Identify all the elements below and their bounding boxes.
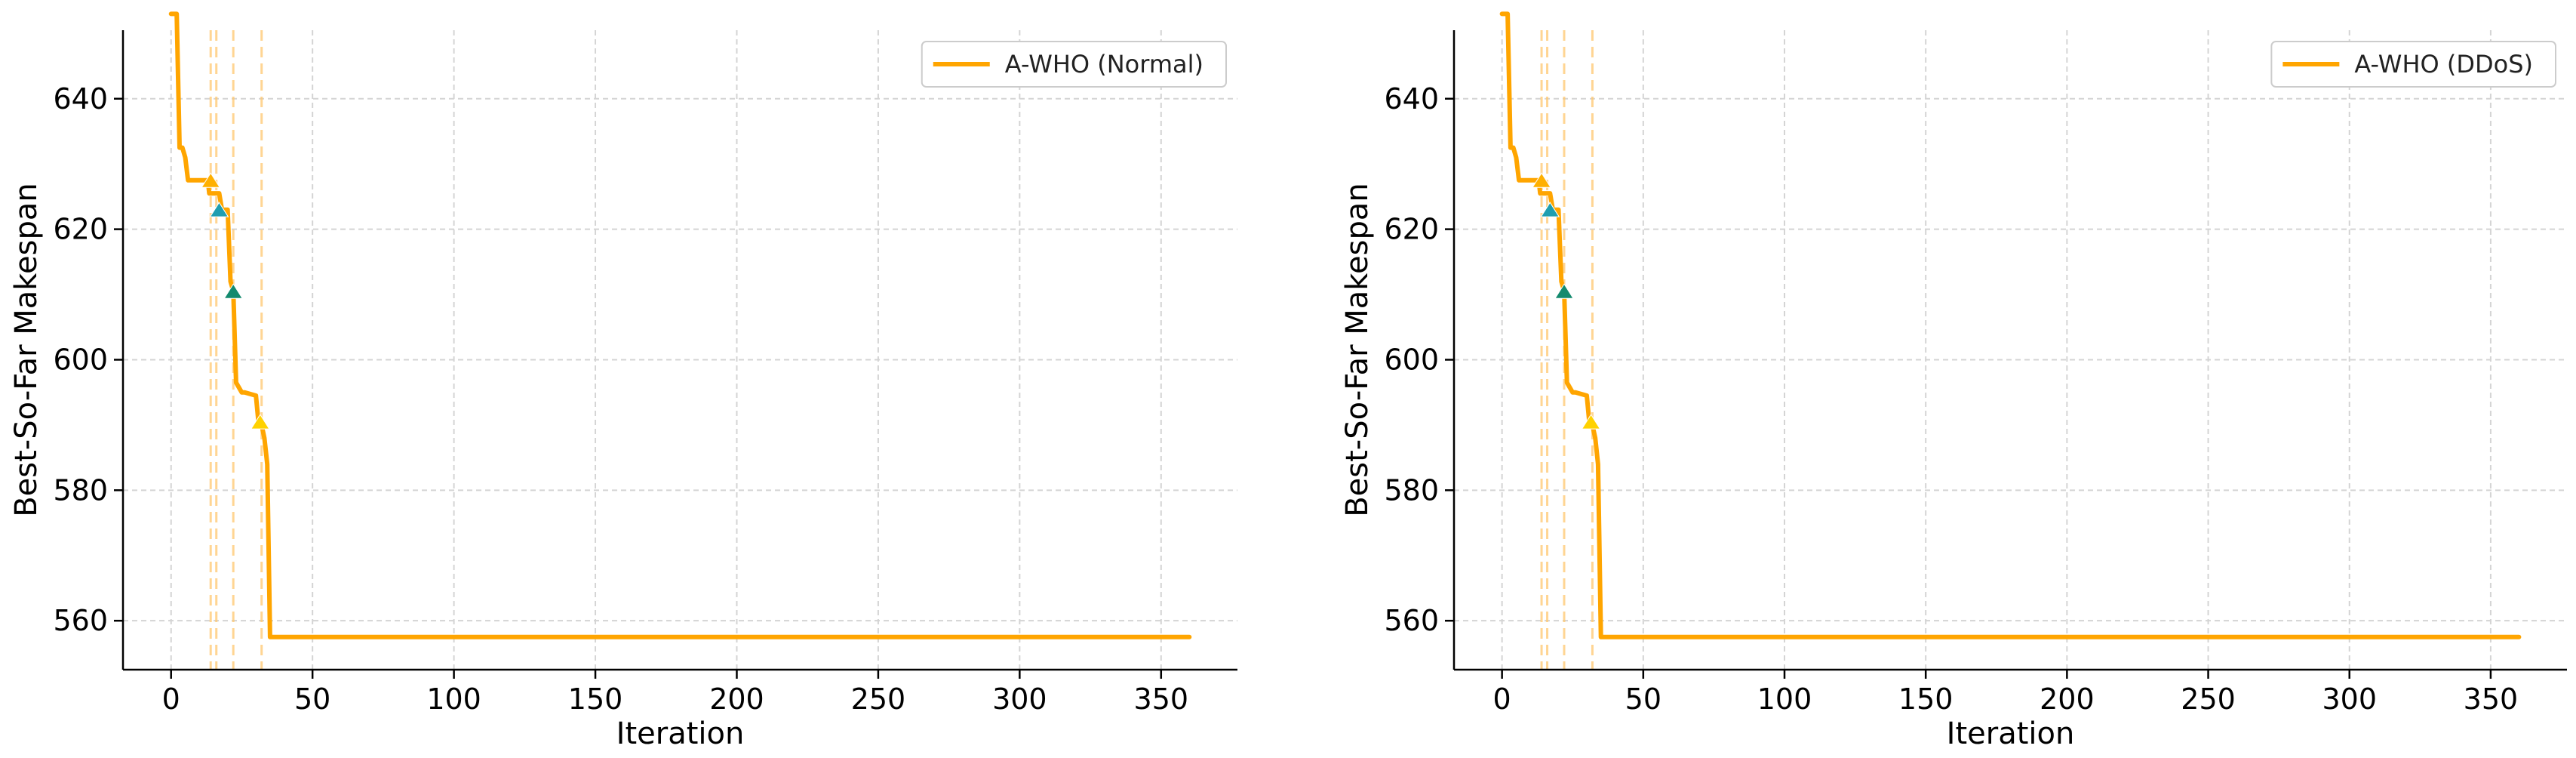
y-tick-label: 600 — [1384, 343, 1439, 376]
triangle-marker — [201, 172, 221, 188]
x-tick-label: 250 — [2181, 683, 2236, 716]
legend-label: A-WHO (Normal) — [1005, 50, 1203, 79]
x-tick-label: 50 — [1625, 683, 1661, 716]
y-axis-ticks: 560 580 600 620 640 — [53, 82, 123, 637]
x-tick-label: 0 — [162, 683, 180, 716]
triangle-marker — [250, 414, 270, 430]
marker-vertical-lines — [1540, 30, 1594, 670]
y-axis-label: Best-So-Far Makespan — [9, 183, 44, 517]
triangle-marker — [1554, 283, 1574, 299]
chart-panel-normal: 0 50 100 150 200 250 300 350 560 580 600 620 640 It… — [9, 11, 1237, 751]
y-tick-label: 640 — [1384, 82, 1439, 116]
triangle-marker — [1540, 202, 1560, 217]
iteration-markers — [201, 172, 270, 430]
x-tick-label: 150 — [568, 683, 623, 716]
x-tick-label: 50 — [294, 683, 330, 716]
y-tick-label: 620 — [53, 213, 108, 246]
y-tick-label: 600 — [53, 343, 108, 376]
series-lines — [1499, 11, 2522, 639]
y-tick-label: 580 — [1384, 473, 1439, 507]
chart-panel-ddos: 0 50 100 150 200 250 300 350 560 580 600 620 640 It… — [1340, 11, 2567, 751]
y-tick-label: 580 — [53, 473, 108, 507]
series-lines — [168, 11, 1192, 639]
x-axis-ticks: 0 50 100 150 200 250 300 350 — [162, 670, 1188, 716]
x-tick-label: 350 — [2464, 683, 2519, 716]
axes — [121, 30, 1237, 671]
y-tick-label: 620 — [1384, 213, 1439, 246]
x-axis-ticks: 0 50 100 150 200 250 300 350 — [1493, 670, 2519, 716]
x-tick-label: 300 — [992, 683, 1047, 716]
x-tick-label: 300 — [2322, 683, 2377, 716]
x-axis-label: Iteration — [616, 716, 745, 751]
y-axis-ticks: 560 580 600 620 640 — [1384, 82, 1454, 637]
gridlines — [1454, 30, 2567, 670]
x-tick-label: 100 — [426, 683, 481, 716]
legend: A-WHO (DDoS) — [2270, 41, 2556, 88]
triangle-marker — [223, 283, 244, 299]
x-axis-label: Iteration — [1947, 716, 2075, 751]
x-tick-label: 200 — [2040, 683, 2095, 716]
series-line — [1499, 11, 2522, 639]
axes — [1452, 30, 2567, 671]
gridlines — [123, 30, 1237, 670]
legend-label: A-WHO (DDoS) — [2354, 50, 2533, 79]
legend-box — [2270, 41, 2556, 88]
legend: A-WHO (Normal) — [921, 41, 1227, 88]
x-tick-label: 200 — [709, 683, 764, 716]
iteration-markers — [1532, 172, 1601, 430]
x-tick-label: 250 — [851, 683, 906, 716]
y-axis-label: Best-So-Far Makespan — [1340, 183, 1375, 517]
triangle-marker — [1532, 172, 1551, 188]
y-tick-label: 560 — [1384, 604, 1439, 637]
x-tick-label: 350 — [1134, 683, 1189, 716]
y-tick-label: 560 — [53, 604, 108, 637]
series-line — [168, 11, 1192, 639]
legend-box — [921, 41, 1227, 88]
triangle-marker — [1581, 414, 1601, 430]
y-tick-label: 640 — [53, 82, 108, 116]
x-tick-label: 150 — [1898, 683, 1954, 716]
x-tick-label: 0 — [1493, 683, 1511, 716]
triangle-marker — [209, 202, 229, 217]
x-tick-label: 100 — [1757, 683, 1812, 716]
